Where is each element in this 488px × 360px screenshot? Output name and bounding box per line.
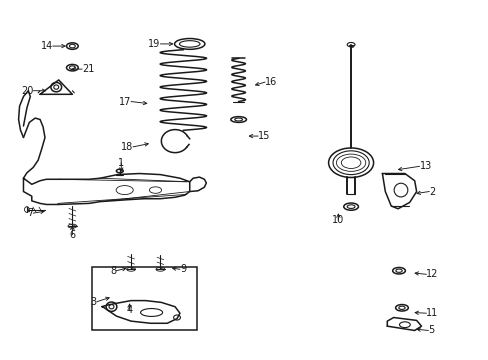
Text: 16: 16 (264, 77, 277, 87)
Text: 2: 2 (428, 186, 435, 197)
Text: 20: 20 (21, 86, 33, 96)
Bar (92, 267, 197, 330)
Text: 15: 15 (258, 131, 270, 141)
Text: 21: 21 (82, 64, 94, 74)
Text: 7: 7 (27, 208, 33, 218)
Text: 3: 3 (90, 297, 97, 307)
Text: 5: 5 (427, 325, 434, 336)
Text: 8: 8 (110, 266, 116, 276)
Text: 6: 6 (69, 230, 75, 240)
Text: 19: 19 (148, 39, 160, 49)
Text: 18: 18 (121, 142, 133, 152)
Text: 10: 10 (331, 215, 344, 225)
Text: 13: 13 (419, 161, 431, 171)
Text: 9: 9 (180, 264, 186, 274)
Text: 17: 17 (119, 96, 131, 107)
Text: 4: 4 (126, 305, 132, 315)
Text: 1: 1 (118, 158, 124, 168)
Text: 12: 12 (426, 269, 438, 279)
Text: 11: 11 (426, 308, 438, 318)
Text: 14: 14 (41, 41, 53, 51)
